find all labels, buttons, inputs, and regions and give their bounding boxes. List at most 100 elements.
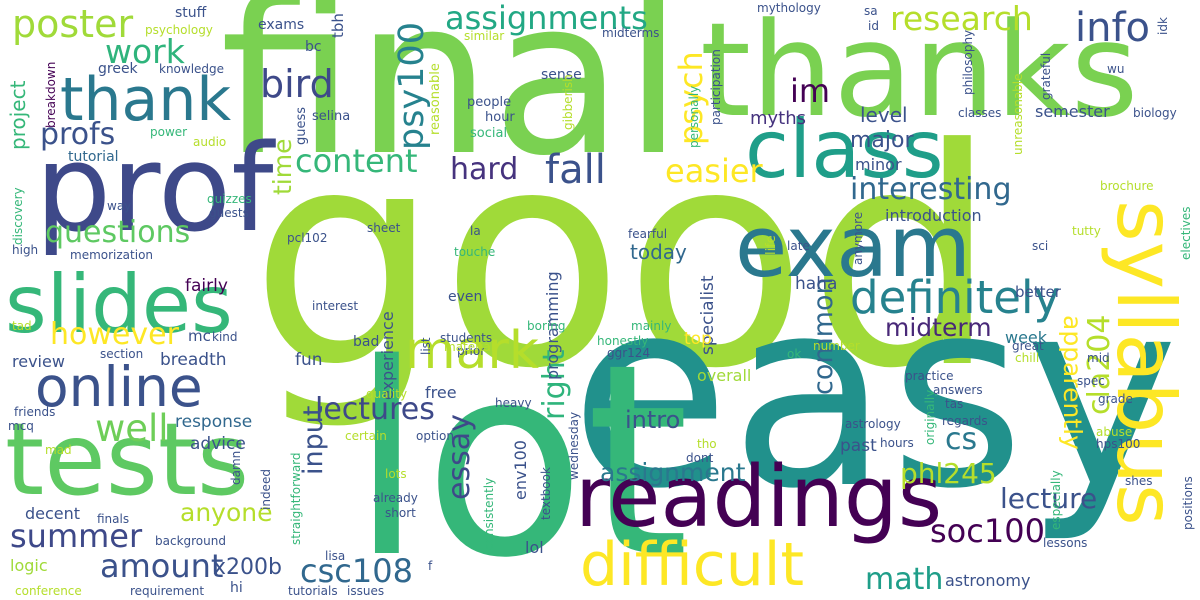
word-philosophy: philosophy (961, 29, 975, 95)
word-originally: originally (923, 389, 937, 445)
word-exams: exams (258, 17, 305, 33)
word-idk: idk (1156, 17, 1170, 35)
word-grade: grade (1098, 392, 1133, 406)
word-lisa: lisa (325, 549, 346, 563)
word-assignments: assignments (445, 0, 648, 37)
word-friends: friends (14, 405, 56, 419)
word-fall: fall (545, 147, 606, 193)
word-honestly: honestly (597, 334, 649, 348)
word-lectures: lectures (315, 392, 435, 427)
word-project: project (6, 80, 30, 150)
word-tho: tho (697, 437, 717, 451)
word-interest: interest (312, 299, 359, 313)
word-overall: overall (697, 366, 752, 385)
word-thanks: thanks (700, 0, 1139, 146)
word-bc: bc (305, 39, 322, 55)
word-especially: especially (1049, 470, 1063, 530)
word-difficult: difficult (580, 530, 804, 600)
word-abuse: abuse (1096, 425, 1133, 439)
word-indeed: indeed (259, 469, 273, 510)
word-interesting: interesting (850, 172, 1012, 207)
word-guests: guests (209, 206, 249, 220)
word-cs: cs (945, 422, 978, 457)
word-tbh: tbh (329, 13, 347, 38)
word-fun: fun (295, 350, 323, 370)
word-myths: myths (750, 108, 807, 129)
word-number: number (813, 339, 860, 353)
word-people: people (467, 95, 512, 110)
word-similar: similar (464, 29, 505, 43)
word-tutorial: tutorial (68, 149, 119, 165)
word-top: top (684, 329, 712, 349)
word-x200b: x200b (213, 555, 282, 580)
word-grateful: grateful (1039, 52, 1053, 100)
word-students: students (440, 331, 493, 345)
word-week: week (1005, 328, 1048, 347)
word-summer: summer (10, 517, 143, 555)
word-breakdown: breakdown (44, 61, 58, 128)
word-heavy: heavy (495, 396, 532, 410)
word-gibberish: gibberish (561, 74, 575, 130)
word-astronomy: astronomy (945, 571, 1031, 590)
word-practice: practice (905, 369, 954, 383)
word-already: already (373, 491, 418, 505)
word-phl245: phl245 (900, 457, 997, 490)
word-profs: profs (40, 117, 116, 152)
word-prior: prior (457, 344, 486, 358)
word-shes: shes (1125, 474, 1153, 488)
word-requirement: requirement (130, 584, 205, 598)
word-even: even (448, 289, 483, 305)
word-list: list (419, 337, 433, 355)
word-wu: wu (1107, 62, 1125, 76)
word-answers: answers (933, 383, 983, 397)
word-past: past (840, 436, 877, 456)
word-damn: damn (229, 450, 243, 485)
word-free: free (425, 383, 457, 402)
word-high: high (12, 243, 39, 257)
word-however: however (50, 317, 179, 352)
word-mid: mid (1087, 351, 1110, 365)
word-mcq: mcq (8, 419, 34, 433)
word-ok: ok (787, 347, 802, 361)
word-input: input (298, 405, 329, 475)
word-advice: advice (190, 434, 246, 454)
word-conference: conference (15, 584, 82, 598)
word-brochure: brochure (1100, 179, 1154, 193)
word-amount: amount (100, 547, 224, 585)
word-anyone: anyone (180, 498, 273, 527)
word-personally: personally (687, 85, 701, 148)
word-content: content (295, 142, 418, 180)
word-textbook: textbook (539, 467, 553, 520)
word-major: major (850, 128, 914, 153)
word-late: late (787, 239, 810, 253)
word-quality: quality (366, 387, 408, 401)
word-soc100: soc100 (930, 512, 1045, 550)
word-audio: audio (193, 135, 227, 149)
word-mythology: mythology (757, 1, 821, 15)
word-biology: biology (1133, 106, 1177, 120)
word-research: research (890, 0, 1033, 38)
word-intro: intro (625, 406, 681, 434)
word-tutorials: tutorials (288, 584, 338, 598)
word-fairly: fairly (185, 276, 228, 296)
word-tests: tests (5, 401, 250, 518)
word-introduction: introduction (885, 206, 982, 225)
word-response: response (175, 412, 253, 432)
word-sci: sci (1032, 239, 1049, 253)
word-power: power (150, 125, 188, 139)
word-knowledge: knowledge (159, 62, 225, 76)
word-semester: semester (1035, 102, 1110, 121)
word-bird: bird (260, 62, 334, 106)
word-well: well (95, 407, 169, 450)
word-ggr124: ggr124 (607, 346, 651, 360)
word-tad: tad (12, 319, 32, 333)
word-consistently: consistently (482, 477, 496, 550)
word-lol: lol (525, 538, 544, 557)
word-better: better (1015, 283, 1061, 301)
word-online: online (35, 355, 203, 419)
word-unreasonable: unreasonable (1011, 73, 1025, 155)
word-today: today (630, 240, 687, 264)
word-mc: mc (188, 327, 211, 345)
word-sa: sa (864, 4, 878, 18)
